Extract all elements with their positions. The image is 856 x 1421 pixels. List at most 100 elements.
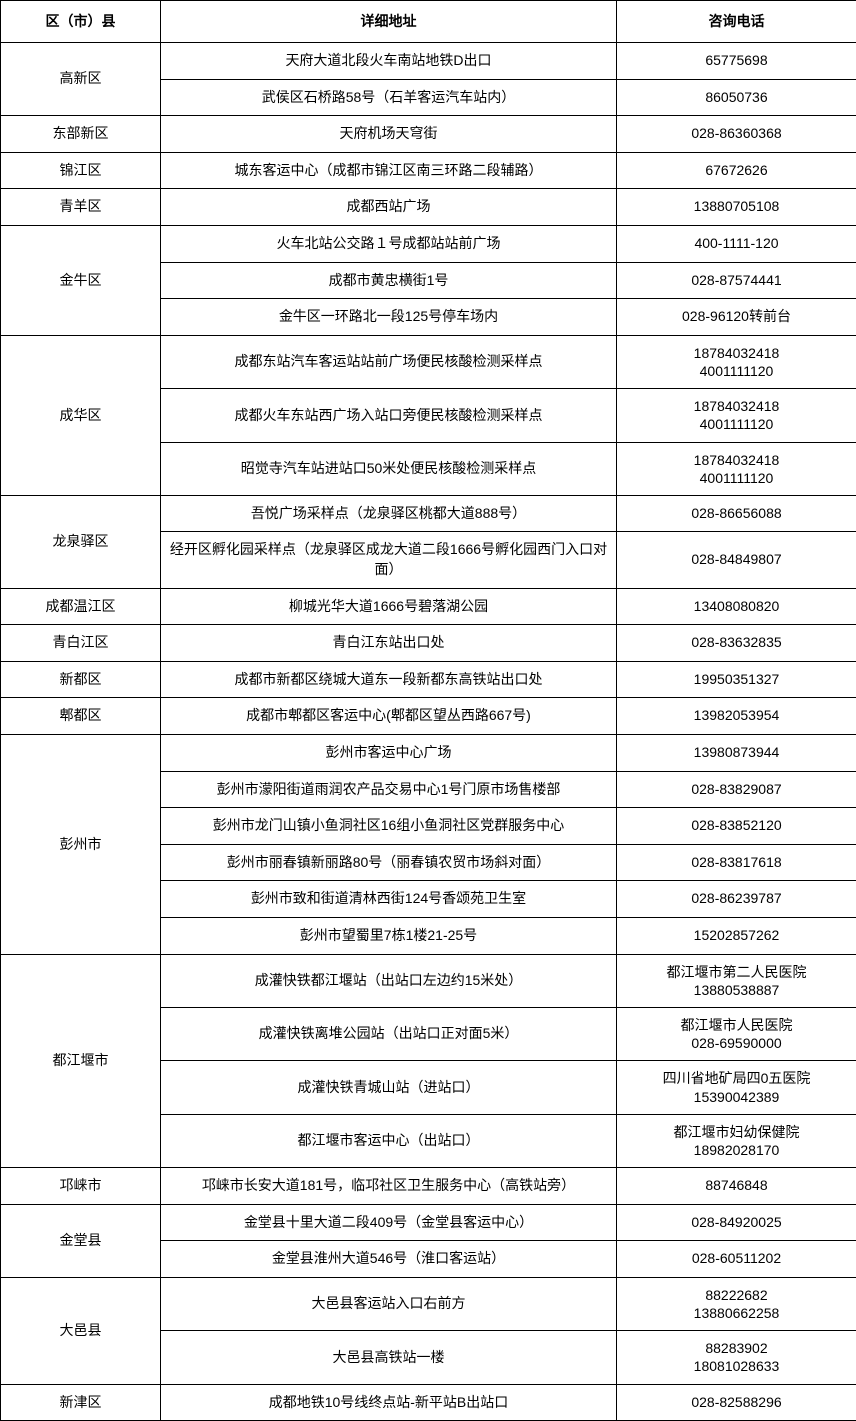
cell-phone: 187840324184001111120 [617, 389, 856, 442]
cell-phone: 13880705108 [617, 189, 856, 226]
cell-district: 青白江区 [1, 625, 161, 662]
cell-phone: 13982053954 [617, 698, 856, 735]
table-row: 成华区成都东站汽车客运站站前广场便民核酸检测采样点187840324184001… [1, 335, 856, 388]
cell-address: 成都市黄忠横街1号 [161, 262, 617, 299]
cell-address: 成灌快铁都江堰站（出站口左边约15米处） [161, 954, 617, 1007]
cell-district: 大邑县 [1, 1277, 161, 1384]
cell-district: 都江堰市 [1, 954, 161, 1168]
cell-address: 成都市新都区绕城大道东一段新都东高铁站出口处 [161, 661, 617, 698]
cell-address: 经开区孵化园采样点（龙泉驿区成龙大道二段1666号孵化园西门入口对面） [161, 532, 617, 588]
table-body: 高新区天府大道北段火车南站地铁D出口65775698武侯区石桥路58号（石羊客运… [1, 43, 856, 1421]
cell-address: 彭州市客运中心广场 [161, 735, 617, 772]
table-row: 龙泉驿区吾悦广场采样点（龙泉驿区桃都大道888号）028-86656088 [1, 495, 856, 532]
table-row: 大邑县大邑县客运站入口右前方8822268213880662258 [1, 1277, 856, 1330]
cell-phone: 65775698 [617, 43, 856, 80]
table-row: 都江堰市成灌快铁都江堰站（出站口左边约15米处）都江堰市第二人民医院138805… [1, 954, 856, 1007]
table-row: 金堂县金堂县十里大道二段409号（金堂县客运中心）028-84920025 [1, 1204, 856, 1241]
cell-phone: 187840324184001111120 [617, 442, 856, 495]
header-row: 区（市）县 详细地址 咨询电话 [1, 1, 856, 43]
cell-phone: 028-86360368 [617, 116, 856, 153]
cell-district: 郫都区 [1, 698, 161, 735]
cell-phone: 028-96120转前台 [617, 299, 856, 336]
cell-phone: 都江堰市人民医院028-69590000 [617, 1007, 856, 1060]
cell-district: 彭州市 [1, 735, 161, 955]
cell-district: 龙泉驿区 [1, 495, 161, 588]
cell-district: 新都区 [1, 661, 161, 698]
cell-phone: 028-83817618 [617, 844, 856, 881]
cell-phone: 028-82588296 [617, 1384, 856, 1421]
cell-phone: 028-84849807 [617, 532, 856, 588]
cell-phone: 400-1111-120 [617, 225, 856, 262]
cell-district: 东部新区 [1, 116, 161, 153]
cell-phone: 19950351327 [617, 661, 856, 698]
cell-address: 成都市郫都区客运中心(郫都区望丛西路667号) [161, 698, 617, 735]
cell-phone: 8828390218081028633 [617, 1331, 856, 1384]
table-row: 成都温江区柳城光华大道1666号碧落湖公园13408080820 [1, 588, 856, 625]
cell-address: 成都东站汽车客运站站前广场便民核酸检测采样点 [161, 335, 617, 388]
table-row: 高新区天府大道北段火车南站地铁D出口65775698 [1, 43, 856, 80]
cell-address: 彭州市龙门山镇小鱼洞社区16组小鱼洞社区党群服务中心 [161, 808, 617, 845]
table-row: 青羊区成都西站广场13880705108 [1, 189, 856, 226]
cell-address: 吾悦广场采样点（龙泉驿区桃都大道888号） [161, 495, 617, 532]
cell-phone: 028-83632835 [617, 625, 856, 662]
cell-district: 成华区 [1, 335, 161, 495]
table-row: 新津区成都地铁10号线终点站-新平站B出站口028-82588296 [1, 1384, 856, 1421]
cell-address: 柳城光华大道1666号碧落湖公园 [161, 588, 617, 625]
table-row: 新都区成都市新都区绕城大道东一段新都东高铁站出口处19950351327 [1, 661, 856, 698]
cell-phone: 88746848 [617, 1168, 856, 1205]
cell-address: 金牛区一环路北一段125号停车场内 [161, 299, 617, 336]
cell-phone: 15202857262 [617, 918, 856, 955]
cell-address: 武侯区石桥路58号（石羊客运汽车站内） [161, 79, 617, 116]
header-address: 详细地址 [161, 1, 617, 43]
cell-phone: 028-83829087 [617, 771, 856, 808]
table-row: 郫都区成都市郫都区客运中心(郫都区望丛西路667号)13982053954 [1, 698, 856, 735]
cell-phone: 028-84920025 [617, 1204, 856, 1241]
cell-phone: 86050736 [617, 79, 856, 116]
cell-phone: 都江堰市妇幼保健院18982028170 [617, 1114, 856, 1167]
cell-phone: 028-86239787 [617, 881, 856, 918]
cell-phone: 187840324184001111120 [617, 335, 856, 388]
cell-phone: 13980873944 [617, 735, 856, 772]
table-row: 锦江区城东客运中心（成都市锦江区南三环路二段辅路）67672626 [1, 152, 856, 189]
cell-phone: 四川省地矿局四0五医院15390042389 [617, 1061, 856, 1114]
cell-phone: 028-83852120 [617, 808, 856, 845]
cell-phone: 8822268213880662258 [617, 1277, 856, 1330]
table-row: 青白江区青白江东站出口处028-83632835 [1, 625, 856, 662]
cell-address: 大邑县客运站入口右前方 [161, 1277, 617, 1330]
cell-phone: 13408080820 [617, 588, 856, 625]
cell-phone: 028-60511202 [617, 1241, 856, 1278]
cell-address: 彭州市望蜀里7栋1楼21-25号 [161, 918, 617, 955]
cell-address: 金堂县十里大道二段409号（金堂县客运中心） [161, 1204, 617, 1241]
cell-district: 锦江区 [1, 152, 161, 189]
cell-address: 成灌快铁青城山站（进站口） [161, 1061, 617, 1114]
cell-address: 邛崃市长安大道181号，临邛社区卫生服务中心（高铁站旁） [161, 1168, 617, 1205]
cell-phone: 都江堰市第二人民医院13880538887 [617, 954, 856, 1007]
cell-address: 天府机场天穹街 [161, 116, 617, 153]
cell-address: 青白江东站出口处 [161, 625, 617, 662]
cell-address: 天府大道北段火车南站地铁D出口 [161, 43, 617, 80]
cell-district: 金堂县 [1, 1204, 161, 1277]
cell-address: 大邑县高铁站一楼 [161, 1331, 617, 1384]
info-table: 区（市）县 详细地址 咨询电话 高新区天府大道北段火车南站地铁D出口657756… [0, 0, 856, 1421]
cell-address: 彭州市丽春镇新丽路80号（丽春镇农贸市场斜对面） [161, 844, 617, 881]
cell-phone: 67672626 [617, 152, 856, 189]
cell-address: 成灌快铁离堆公园站（出站口正对面5米） [161, 1007, 617, 1060]
cell-address: 成都火车东站西广场入站口旁便民核酸检测采样点 [161, 389, 617, 442]
cell-address: 成都地铁10号线终点站-新平站B出站口 [161, 1384, 617, 1421]
cell-district: 高新区 [1, 43, 161, 116]
cell-phone: 028-87574441 [617, 262, 856, 299]
cell-district: 邛崃市 [1, 1168, 161, 1205]
cell-address: 成都西站广场 [161, 189, 617, 226]
cell-address: 都江堰市客运中心（出站口） [161, 1114, 617, 1167]
cell-district: 新津区 [1, 1384, 161, 1421]
cell-phone: 028-86656088 [617, 495, 856, 532]
cell-address: 昭觉寺汽车站进站口50米处便民核酸检测采样点 [161, 442, 617, 495]
table-row: 东部新区天府机场天穹街028-86360368 [1, 116, 856, 153]
cell-district: 青羊区 [1, 189, 161, 226]
cell-district: 成都温江区 [1, 588, 161, 625]
table-row: 金牛区火车北站公交路１号成都站站前广场400-1111-120 [1, 225, 856, 262]
cell-address: 金堂县淮州大道546号（淮口客运站） [161, 1241, 617, 1278]
cell-address: 彭州市致和街道清林西街124号香颂苑卫生室 [161, 881, 617, 918]
cell-address: 火车北站公交路１号成都站站前广场 [161, 225, 617, 262]
header-district: 区（市）县 [1, 1, 161, 43]
